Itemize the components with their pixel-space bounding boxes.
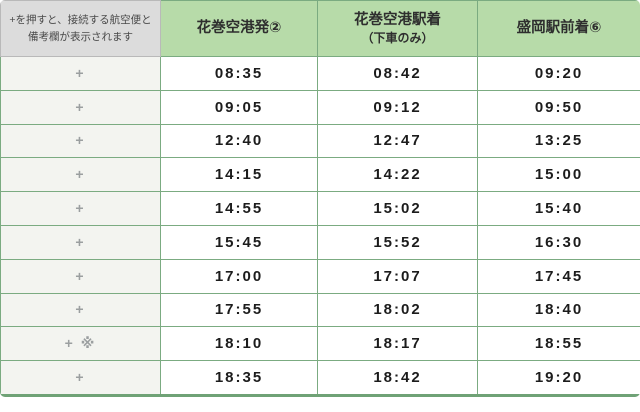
depart-time: 15:45 (160, 224, 318, 260)
station-time: 09:12 (317, 89, 478, 125)
arrive-time: 18:40 (477, 292, 640, 328)
expand-cell: + ※ (0, 326, 161, 362)
station-time: 08:42 (317, 56, 478, 91)
table-row: + 15:45 15:52 16:30 (0, 224, 640, 260)
depart-time: 08:35 (160, 56, 318, 91)
table-row: + 12:40 12:47 13:25 (0, 123, 640, 159)
depart-time: 14:55 (160, 191, 318, 226)
expand-row-button[interactable]: + (65, 300, 95, 318)
station-time: 14:22 (317, 157, 478, 193)
table-row: + 18:35 18:42 19:20 (0, 360, 640, 397)
table-row: + 14:15 14:22 15:00 (0, 157, 640, 193)
expand-cell: + (0, 258, 161, 294)
table-row: + ※ 18:10 18:17 18:55 (0, 326, 640, 362)
depart-time: 18:10 (160, 326, 318, 362)
airport-station-label: 花巻空港駅着 (354, 11, 441, 28)
station-time: 12:47 (317, 123, 478, 159)
arrive-time: 18:55 (477, 326, 640, 362)
expand-cell: + (0, 224, 161, 260)
table-row: + 09:05 09:12 09:50 (0, 89, 640, 125)
table-row: + 14:55 15:02 15:40 (0, 191, 640, 226)
arrive-time: 09:20 (477, 56, 640, 91)
expand-row-button[interactable]: + (65, 131, 95, 149)
timetable-container: +を押すと、接続する航空便と 備考欄が表示されます 花巻空港発② 花巻空港駅着 … (0, 0, 640, 397)
depart-time: 14:15 (160, 157, 318, 193)
expand-row-button[interactable]: + (65, 165, 95, 183)
timetable-body: + 08:35 08:42 09:20 + 09:05 09:12 09:50 … (0, 56, 640, 397)
header-row: +を押すと、接続する航空便と 備考欄が表示されます 花巻空港発② 花巻空港駅着 … (0, 0, 640, 57)
expand-cell: + (0, 56, 161, 91)
depart-time: 17:55 (160, 292, 318, 328)
depart-time: 18:35 (160, 360, 318, 397)
plus-note-header: +を押すと、接続する航空便と 備考欄が表示されます (0, 0, 161, 57)
plus-note-line2: 備考欄が表示されます (28, 30, 133, 43)
station-time: 17:07 (317, 258, 478, 294)
expand-cell: + (0, 191, 161, 226)
arrive-time: 13:25 (477, 123, 640, 159)
station-time: 18:02 (317, 292, 478, 328)
column-header-airport-depart: 花巻空港発② (160, 0, 318, 57)
table-row: + 17:00 17:07 17:45 (0, 258, 640, 294)
expand-row-button[interactable]: + (65, 199, 95, 217)
column-header-morioka-arrive: 盛岡駅前着⑥ (477, 0, 640, 57)
expand-row-button[interactable]: + ※ (55, 334, 107, 352)
arrive-time: 15:40 (477, 191, 640, 226)
depart-time: 17:00 (160, 258, 318, 294)
depart-time: 12:40 (160, 123, 318, 159)
arrive-time: 16:30 (477, 224, 640, 260)
expand-cell: + (0, 292, 161, 328)
expand-row-button[interactable]: + (65, 98, 95, 116)
expand-row-button[interactable]: + (65, 64, 95, 82)
expand-cell: + (0, 89, 161, 125)
station-time: 18:42 (317, 360, 478, 397)
arrive-time: 15:00 (477, 157, 640, 193)
column-header-airport-station: 花巻空港駅着 （下車のみ） (317, 0, 478, 57)
station-time: 15:02 (317, 191, 478, 226)
bus-timetable: +を押すと、接続する航空便と 備考欄が表示されます 花巻空港発② 花巻空港駅着 … (0, 0, 640, 397)
arrive-time: 19:20 (477, 360, 640, 397)
arrive-time: 17:45 (477, 258, 640, 294)
station-time: 18:17 (317, 326, 478, 362)
expand-cell: + (0, 123, 161, 159)
arrive-time: 09:50 (477, 89, 640, 125)
expand-row-button[interactable]: + (65, 233, 95, 251)
timetable-header: +を押すと、接続する航空便と 備考欄が表示されます 花巻空港発② 花巻空港駅着 … (0, 0, 640, 57)
table-row: + 08:35 08:42 09:20 (0, 56, 640, 91)
airport-station-sublabel: （下車のみ） (361, 31, 434, 46)
expand-row-button[interactable]: + (65, 368, 95, 386)
plus-note-line1: +を押すと、接続する航空便と (9, 14, 152, 27)
depart-time: 09:05 (160, 89, 318, 125)
expand-cell: + (0, 360, 161, 397)
expand-row-button[interactable]: + (65, 267, 95, 285)
table-row: + 17:55 18:02 18:40 (0, 292, 640, 328)
expand-cell: + (0, 157, 161, 193)
station-time: 15:52 (317, 224, 478, 260)
